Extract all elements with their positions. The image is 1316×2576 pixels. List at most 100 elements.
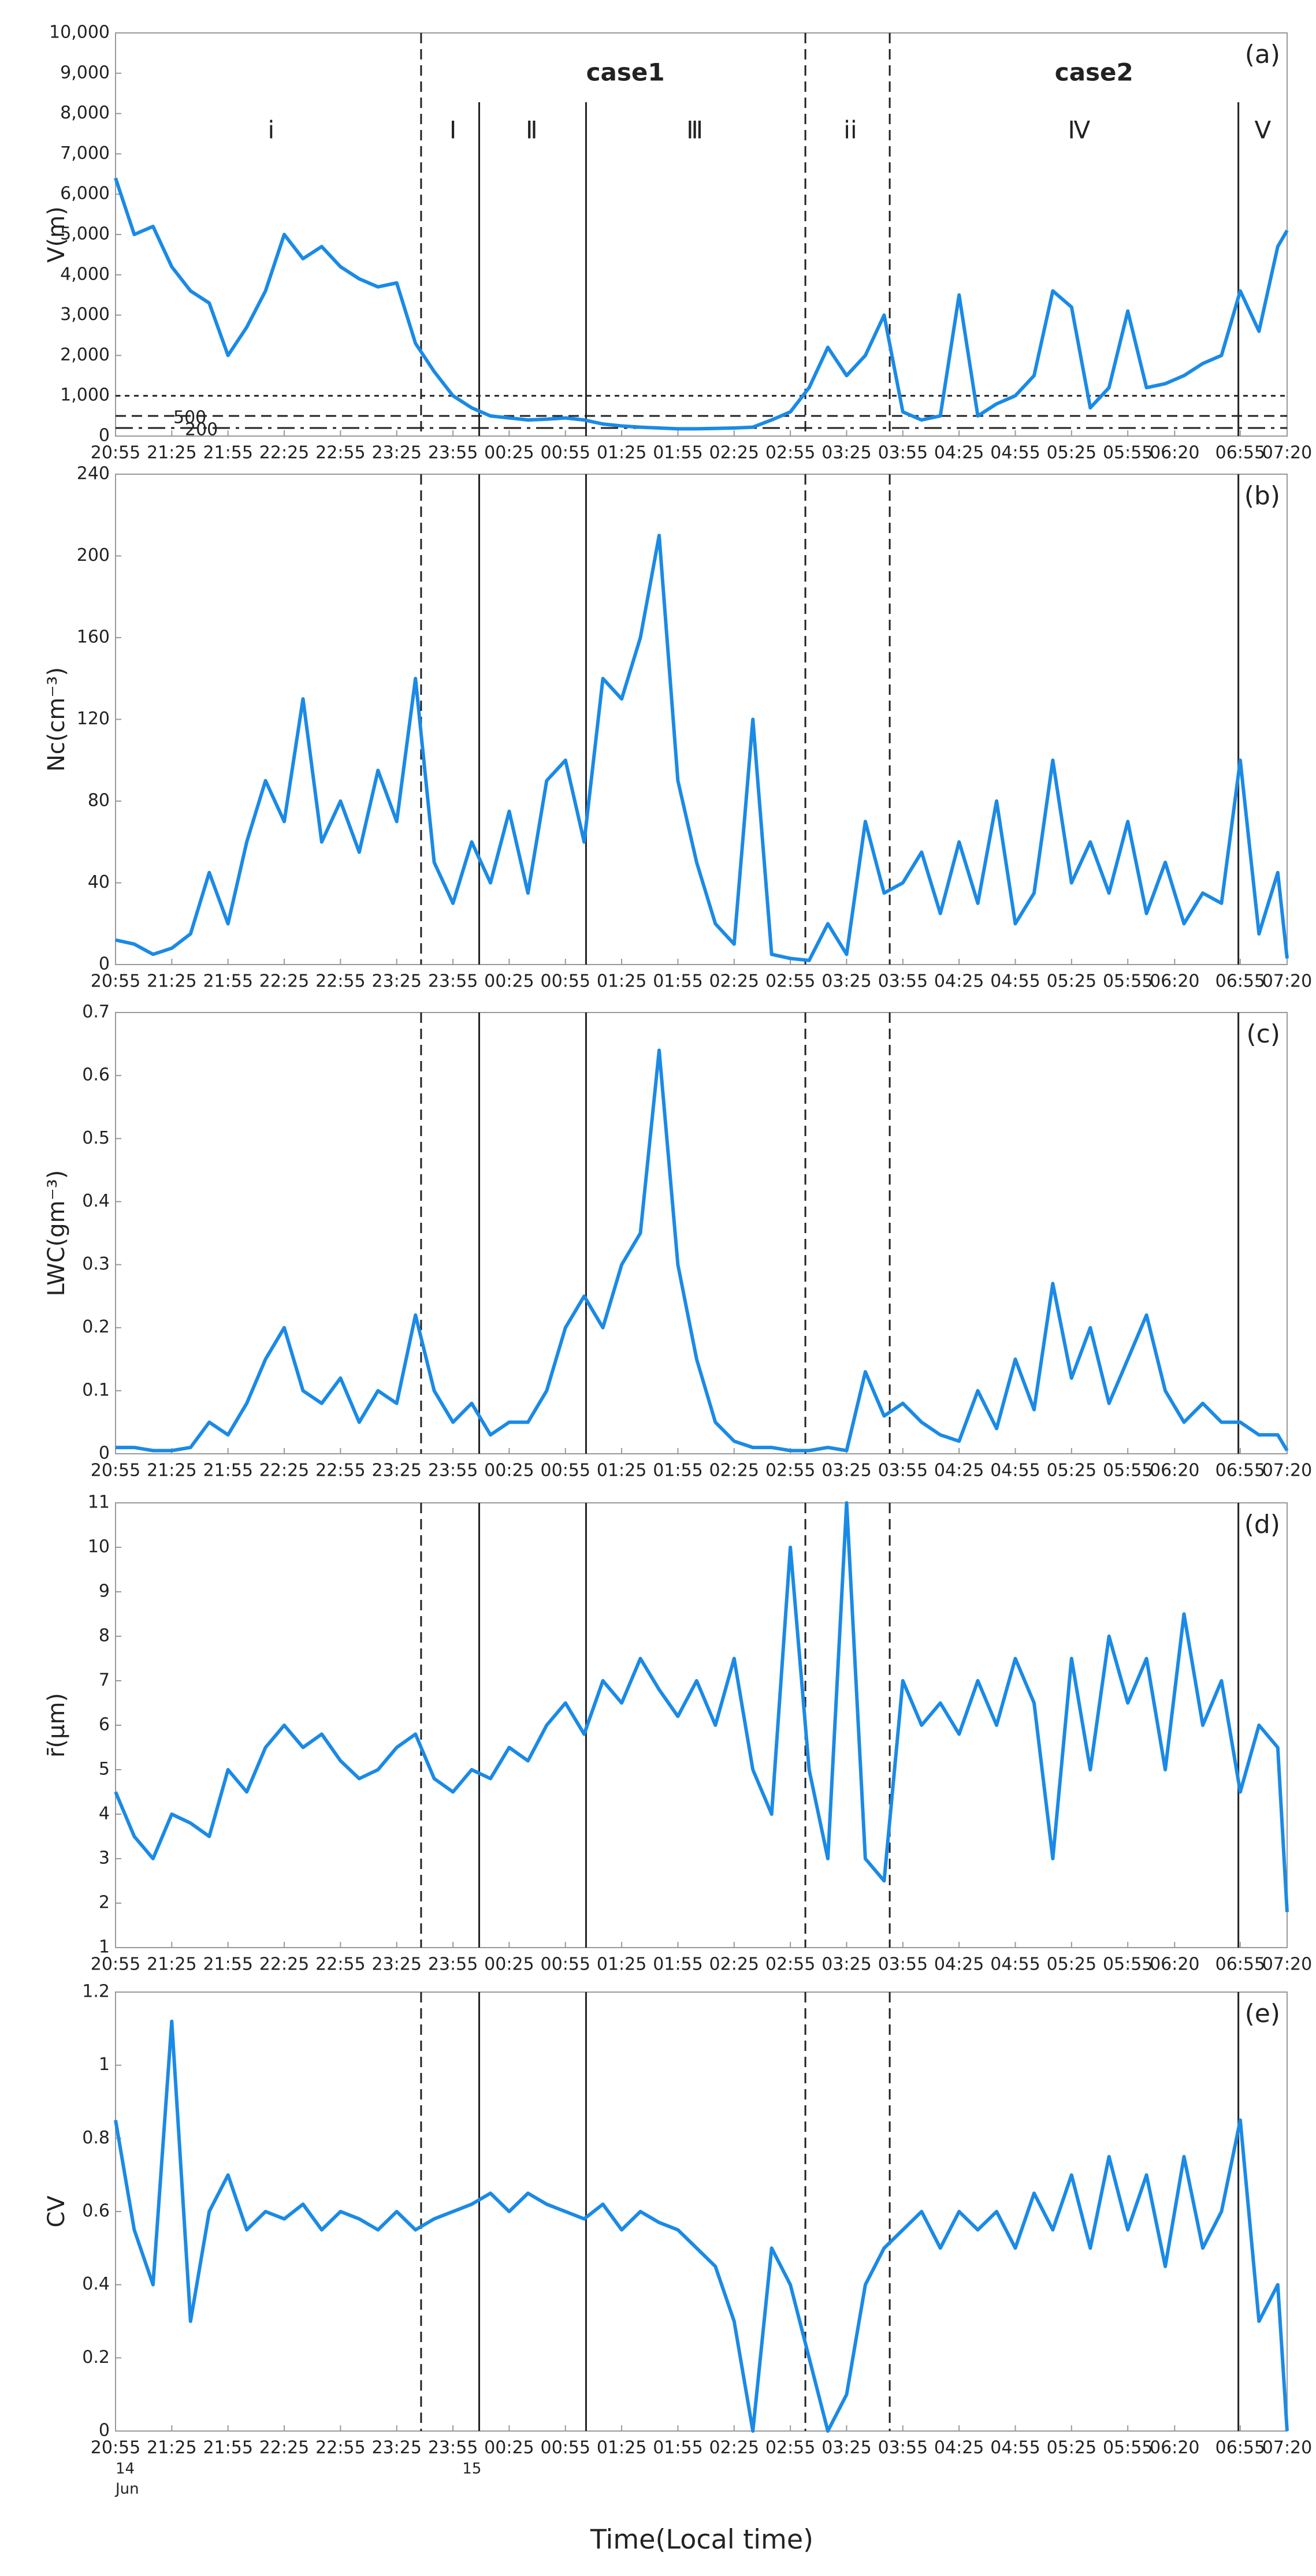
y-tick-label: 5,000	[60, 224, 110, 244]
x-tick-label: 07:20	[1262, 1955, 1312, 1975]
y-tick-label: 240	[77, 464, 110, 484]
x-tick-label: 05:55	[1103, 1955, 1153, 1975]
x-tick-label: 01:55	[653, 1955, 702, 1975]
y-axis-title: r̄(μm)	[43, 1693, 70, 1758]
y-tick-label: 0.5	[82, 1128, 110, 1148]
panel-label: (a)	[1245, 40, 1280, 69]
x-tick-label: 21:55	[203, 2438, 252, 2458]
x-tick-label: 04:55	[990, 1955, 1040, 1975]
x-tick-label: 02:25	[709, 1461, 759, 1481]
x-tick-label: 21:25	[147, 443, 196, 463]
x-tick-label: 01:55	[653, 2438, 702, 2458]
x-tick-label: 03:25	[821, 1955, 871, 1975]
x-tick-label: 21:55	[203, 1955, 252, 1975]
x-tick-label: 03:55	[878, 1955, 928, 1975]
x-tick-label: 06:55	[1215, 1461, 1265, 1481]
x-tick-label: 03:55	[878, 443, 928, 463]
y-tick-label: 0.2	[82, 1317, 110, 1337]
x-tick-label: 01:55	[653, 971, 702, 992]
y-axis-title: CV	[43, 2195, 70, 2228]
x-tick-label: 23:25	[371, 971, 421, 992]
x-tick-label: 23:25	[371, 1461, 421, 1481]
x-tick-label: 07:20	[1262, 2438, 1312, 2458]
x-tick-label: 21:55	[203, 443, 252, 463]
y-axis-title: Nc(cm⁻³)	[43, 667, 70, 772]
x-tick-label: 02:25	[709, 971, 759, 992]
segment-label: Ⅳ	[1068, 116, 1090, 144]
y-tick-label: 0	[99, 1443, 110, 1464]
plot-frame	[115, 1502, 1288, 1948]
x-tick-label: 20:55	[91, 443, 140, 463]
data-line	[114, 1501, 1289, 1912]
segment-label: ii	[843, 116, 857, 144]
x-tick-label: 00:25	[484, 1955, 534, 1975]
x-tick-label: 00:55	[541, 1955, 590, 1975]
x-tick-label: 23:25	[371, 2438, 421, 2458]
y-tick-label: 2	[99, 1893, 110, 1913]
y-tick-label: 0.7	[82, 1002, 110, 1022]
x-tick-label: 01:55	[653, 443, 702, 463]
y-tick-label: 6,000	[60, 184, 110, 204]
x-tick-label: 23:55	[428, 1955, 478, 1975]
y-tick-label: 11	[88, 1492, 110, 1513]
y-tick-label: 8	[99, 1626, 110, 1646]
x-tick-label: 23:25	[371, 443, 421, 463]
x-tick-label: 05:55	[1103, 1461, 1153, 1481]
x-tick-label: 23:55	[428, 971, 478, 992]
x-tick-label: 06:20	[1150, 1461, 1199, 1481]
x-tick-label: 22:25	[259, 2438, 309, 2458]
x-tick-label: 02:55	[765, 1461, 815, 1481]
x-tick-label: 02:25	[709, 443, 759, 463]
segment-label: Ⅱ	[526, 116, 538, 144]
y-tick-label: 8,000	[60, 103, 110, 123]
x-tick-label: 01:25	[597, 2438, 646, 2458]
x-tick-label: 00:25	[484, 443, 534, 463]
panel-label: (c)	[1246, 1019, 1280, 1049]
x-tick-label: 06:20	[1150, 971, 1199, 992]
data-line	[114, 2019, 1289, 2433]
x-tick-label: 00:25	[484, 2438, 534, 2458]
x-tick-label: 06:55	[1215, 971, 1265, 992]
x-tick-label: 06:55	[1215, 2438, 1265, 2458]
x-tick-label: 23:25	[371, 1955, 421, 1975]
y-tick-label: 40	[88, 872, 110, 892]
x-tick-label: 00:55	[541, 1461, 590, 1481]
x-tick-label: 00:25	[484, 1461, 534, 1481]
date-day: 14	[116, 2460, 135, 2478]
x-tick-label: 03:25	[821, 1461, 871, 1481]
x-tick-label: 22:55	[315, 2438, 365, 2458]
x-tick-label: 06:55	[1215, 1955, 1265, 1975]
y-tick-label: 80	[88, 791, 110, 811]
y-tick-label: 160	[77, 627, 110, 647]
date-day: 15	[462, 2460, 481, 2478]
x-tick-label: 20:55	[91, 971, 140, 992]
x-tick-label: 03:25	[821, 2438, 871, 2458]
x-tick-label: 22:25	[259, 1461, 309, 1481]
y-tick-label: 4,000	[60, 264, 110, 284]
y-tick-label: 120	[77, 709, 110, 729]
x-tick-label: 02:55	[765, 2438, 815, 2458]
y-tick-label: 0.1	[82, 1380, 110, 1400]
y-tick-label: 0.8	[82, 2128, 110, 2148]
x-tick-label: 00:25	[484, 971, 534, 992]
x-tick-label: 21:25	[147, 971, 196, 992]
segment-label: Ⅲ	[686, 116, 703, 144]
y-tick-label: 0.6	[82, 1065, 110, 1085]
x-tick-label: 01:55	[653, 1461, 702, 1481]
x-tick-label: 01:25	[597, 443, 646, 463]
x-tick-label: 20:55	[91, 1461, 140, 1481]
y-tick-label: 0	[99, 2421, 110, 2441]
x-tick-label: 06:20	[1150, 443, 1199, 463]
x-tick-label: 01:25	[597, 971, 646, 992]
y-tick-label: 3	[99, 1848, 110, 1868]
y-tick-label: 0.2	[82, 2347, 110, 2367]
plot-frame	[115, 1012, 1288, 1454]
x-tick-label: 05:25	[1047, 1955, 1096, 1975]
x-tick-label: 21:25	[147, 1461, 196, 1481]
data-line	[116, 1048, 1289, 1453]
x-tick-label: 04:25	[934, 1461, 984, 1481]
x-tick-label: 22:55	[315, 1461, 365, 1481]
x-tick-label: 03:25	[821, 971, 871, 992]
x-tick-label: 04:55	[990, 1461, 1040, 1481]
